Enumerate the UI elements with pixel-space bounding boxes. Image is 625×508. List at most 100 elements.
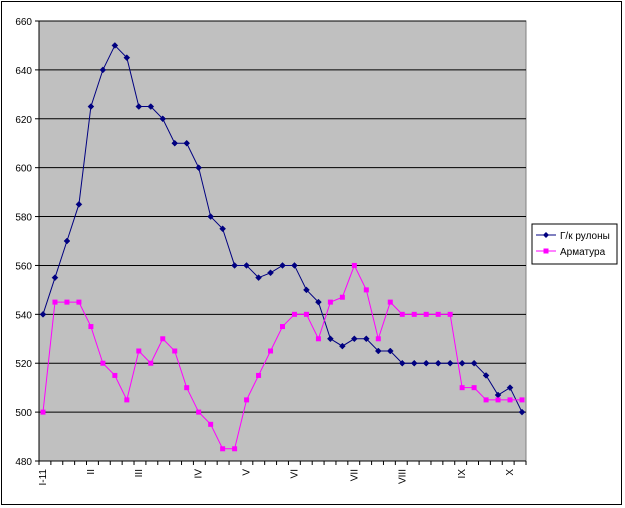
y-tick-label: 580 <box>15 213 32 224</box>
data-point-diamond <box>518 408 526 416</box>
data-point-diamond <box>386 347 394 355</box>
data-point-square <box>100 360 106 366</box>
data-point-square <box>423 311 429 317</box>
legend <box>531 223 618 265</box>
data-point-diamond <box>135 103 143 110</box>
data-point-diamond <box>243 262 250 269</box>
data-point-square <box>411 311 417 317</box>
data-point-square <box>339 294 345 300</box>
x-tick-label: IV <box>194 469 205 479</box>
x-tick-label: V <box>242 469 253 476</box>
data-point-square <box>76 299 82 305</box>
data-point-square <box>459 385 465 391</box>
data-point-square <box>327 299 333 305</box>
data-point-diamond <box>219 225 226 233</box>
data-point-square <box>136 348 142 354</box>
data-point-diamond <box>99 66 107 74</box>
x-tick-label: VII <box>349 469 360 481</box>
data-point-square <box>363 287 369 293</box>
data-point-square <box>495 397 501 403</box>
data-point-square <box>268 348 274 354</box>
y-tick-label: 620 <box>15 115 32 126</box>
data-point-square <box>52 299 58 305</box>
y-tick-label: 500 <box>15 408 32 419</box>
data-point-square <box>88 324 94 330</box>
data-point-diamond <box>362 335 370 343</box>
data-point-square <box>148 360 154 366</box>
data-point-square <box>220 446 226 452</box>
data-point-diamond <box>75 200 83 208</box>
data-point-diamond <box>315 298 322 306</box>
data-point-diamond <box>195 164 203 172</box>
data-point-square <box>447 311 453 317</box>
data-point-square <box>124 397 130 403</box>
data-point-diamond <box>255 274 262 282</box>
data-point-diamond <box>327 335 334 343</box>
data-point-diamond <box>470 359 478 367</box>
data-point-diamond <box>482 372 490 379</box>
data-point-diamond <box>350 335 358 343</box>
data-point-diamond <box>63 237 71 245</box>
data-point-square <box>184 385 190 391</box>
data-point-diamond <box>231 262 238 269</box>
data-point-diamond <box>434 359 442 367</box>
data-point-square <box>471 385 477 391</box>
data-point-diamond <box>291 262 298 269</box>
y-tick-label: 660 <box>15 17 32 28</box>
y-tick-label: 640 <box>15 66 32 77</box>
data-point-square <box>112 372 118 378</box>
data-point-diamond <box>183 139 191 147</box>
legend-marker-square <box>543 248 549 254</box>
data-point-diamond <box>267 269 274 277</box>
data-point-diamond <box>458 359 466 367</box>
data-point-diamond <box>159 115 167 123</box>
legend-marker-diamond <box>543 232 549 238</box>
data-point-diamond <box>398 359 406 367</box>
data-point-square <box>519 397 525 403</box>
data-point-square <box>507 397 513 403</box>
data-point-square <box>160 336 166 342</box>
x-tick-label: VI <box>289 469 300 478</box>
x-tick-label: I-11 <box>38 469 49 486</box>
data-point-diamond <box>51 274 59 282</box>
data-point-square <box>40 409 46 415</box>
data-point-square <box>196 409 202 415</box>
y-tick-label: 520 <box>15 359 32 370</box>
data-point-diamond <box>410 359 418 367</box>
x-tick-label: III <box>134 469 145 477</box>
x-tick-label: II <box>86 469 97 475</box>
y-tick-label: 540 <box>15 310 32 321</box>
data-point-square <box>387 299 393 305</box>
data-point-diamond <box>87 103 95 110</box>
data-point-square <box>232 446 238 452</box>
legend-label-0: Г/к рулоны <box>560 231 610 242</box>
data-point-square <box>315 336 321 342</box>
data-point-square <box>64 299 70 305</box>
data-point-diamond <box>446 359 454 367</box>
data-point-diamond <box>339 342 346 350</box>
data-point-square <box>208 421 214 427</box>
data-point-square <box>244 397 250 403</box>
data-point-square <box>435 311 441 317</box>
data-point-square <box>351 262 357 268</box>
y-tick-label: 560 <box>15 261 32 272</box>
y-tick-label: 480 <box>15 457 32 468</box>
data-point-diamond <box>303 286 310 294</box>
plot-area <box>38 20 527 462</box>
data-point-diamond <box>111 42 119 49</box>
data-point-diamond <box>279 262 286 269</box>
x-tick-label: X <box>505 469 516 476</box>
data-point-diamond <box>171 139 179 147</box>
data-point-square <box>280 324 285 330</box>
x-tick-label: VIII <box>397 469 408 484</box>
data-point-square <box>483 397 489 403</box>
data-point-diamond <box>123 54 131 62</box>
data-point-diamond <box>147 103 155 110</box>
x-tick-label: IX <box>457 469 468 479</box>
data-point-square <box>399 311 405 317</box>
data-point-diamond <box>506 384 514 392</box>
data-point-square <box>303 311 309 317</box>
data-point-diamond <box>207 213 215 220</box>
data-point-diamond <box>374 347 382 355</box>
